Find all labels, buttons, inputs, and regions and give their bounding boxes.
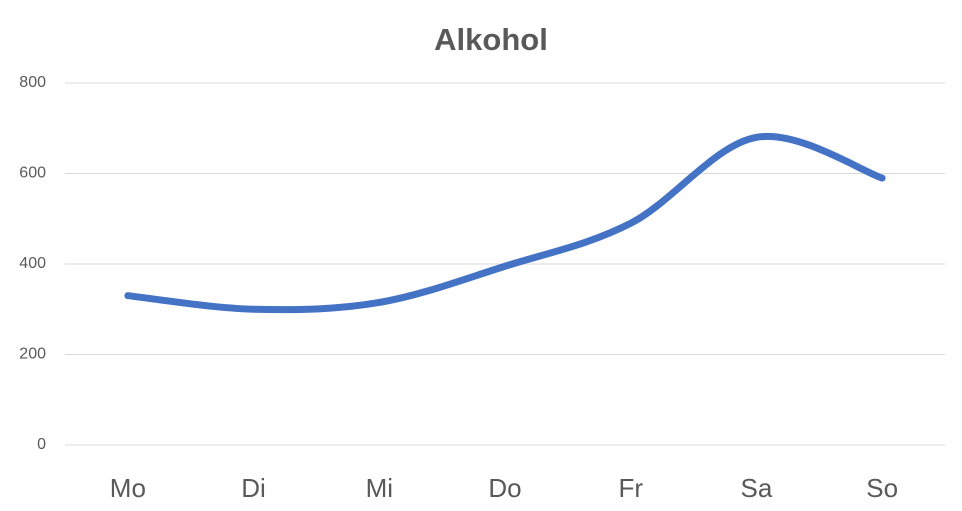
y-tick-label: 200: [19, 346, 46, 363]
y-tick-label: 600: [19, 165, 46, 182]
y-tick-label: 400: [19, 255, 46, 272]
x-tick-label: Do: [488, 473, 521, 503]
y-tick-label: 800: [19, 74, 46, 91]
x-tick-label: Mo: [110, 473, 146, 503]
x-tick-label: So: [866, 473, 898, 503]
x-tick-label: Mi: [366, 473, 393, 503]
x-tick-label: Sa: [741, 473, 773, 503]
chart-title: Alkohol: [434, 22, 548, 57]
x-tick-label: Di: [241, 473, 266, 503]
x-tick-label: Fr: [618, 473, 643, 503]
y-tick-label: 0: [37, 436, 46, 453]
line-series: [124, 132, 886, 314]
